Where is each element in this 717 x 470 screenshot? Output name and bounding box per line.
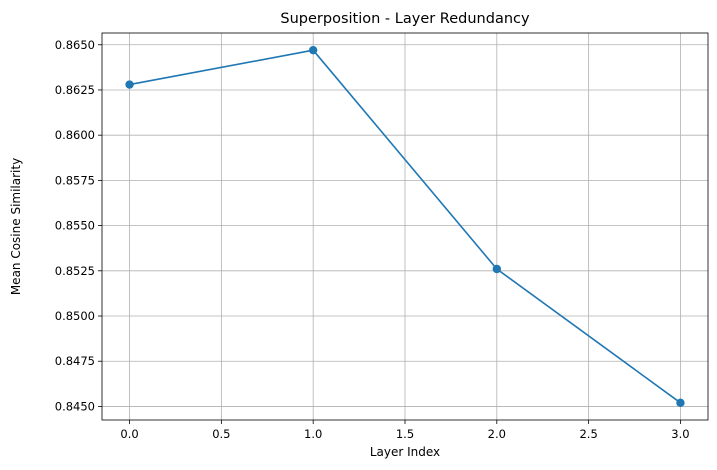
chart-title: Superposition - Layer Redundancy xyxy=(280,11,530,27)
data-point xyxy=(492,264,502,274)
x-tick-label: 2.5 xyxy=(579,427,597,441)
plot-frame xyxy=(101,32,709,421)
ticks: 0.0 0.5 1.0 1.5 2.0 2.5 3.0 0.8450 0.8475 0.8500 0… xyxy=(55,38,690,441)
data-point xyxy=(125,80,134,89)
y-tick-label: 0.8575 xyxy=(55,173,95,187)
y-tick-label: 0.8500 xyxy=(55,309,95,323)
x-tick-label: 0.0 xyxy=(120,427,138,441)
x-tick-label: 1.5 xyxy=(396,427,414,441)
y-tick-label: 0.8625 xyxy=(55,83,95,97)
y-axis-label: Mean Cosine Similarity xyxy=(9,158,23,295)
data-point xyxy=(308,45,318,55)
x-tick-label: 3.0 xyxy=(671,427,689,441)
series-line xyxy=(129,49,681,404)
series-layer xyxy=(125,45,685,408)
grid xyxy=(102,33,708,420)
y-tick-label: 0.8650 xyxy=(55,38,95,52)
x-tick-label: 1.0 xyxy=(304,427,322,441)
x-tick-label: 2.0 xyxy=(488,427,506,441)
y-tick-label: 0.8525 xyxy=(55,264,95,278)
y-tick-label: 0.8450 xyxy=(55,399,95,413)
x-tick-label: 0.5 xyxy=(212,427,230,441)
data-point xyxy=(676,398,685,408)
x-axis-label: Layer Index xyxy=(370,445,440,459)
y-tick-label: 0.8600 xyxy=(55,128,95,142)
y-tick-label: 0.8550 xyxy=(55,219,95,233)
y-tick-label: 0.8475 xyxy=(55,354,95,368)
